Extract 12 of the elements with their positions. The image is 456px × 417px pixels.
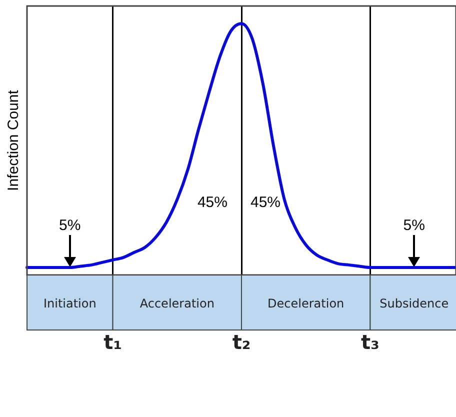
x-tick-label: t₂ [232, 330, 251, 354]
text: Acceleration [140, 296, 214, 311]
x-tick-label: t₃ [361, 330, 380, 354]
text: Deceleration [268, 296, 344, 311]
annotation: 5% [403, 217, 425, 234]
text: Subsidence [380, 296, 449, 311]
annotation: 45% [197, 194, 228, 212]
x-tick-label: t₁ [104, 330, 122, 354]
annotation: 5% [59, 217, 81, 234]
text: Initiation [43, 296, 96, 311]
y-axis-title: Infection Count [5, 89, 22, 191]
annotation: 45% [250, 194, 281, 212]
